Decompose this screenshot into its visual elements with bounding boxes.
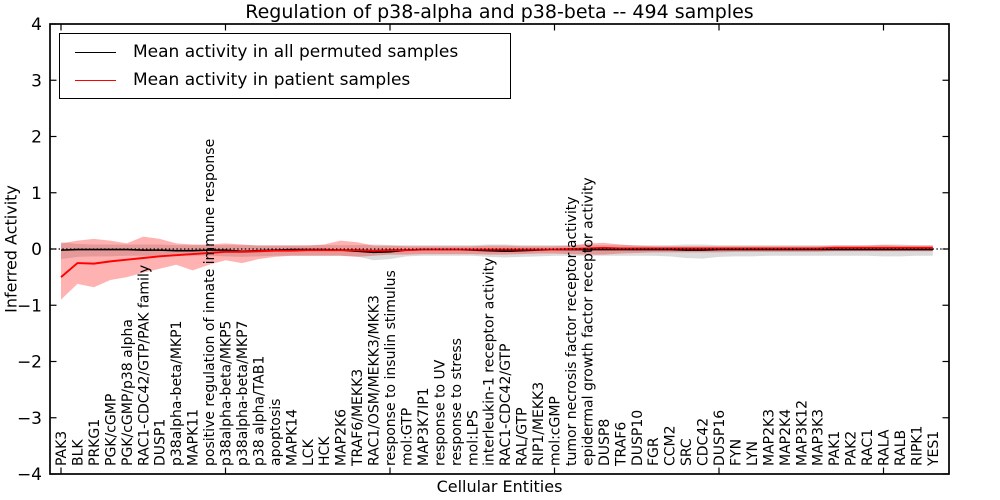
chart-title: Regulation of p38-alpha and p38-beta -- … [245, 1, 754, 23]
svg-text:−2: −2 [17, 353, 42, 373]
svg-text:CCM2: CCM2 [663, 425, 679, 466]
svg-text:PGK/cGMP: PGK/cGMP [103, 394, 119, 466]
svg-text:response to insulin stimulus: response to insulin stimulus [383, 270, 399, 466]
svg-text:LCK: LCK [301, 438, 317, 466]
svg-text:MAP3K3: MAP3K3 [811, 409, 827, 466]
svg-text:MAPK14: MAPK14 [284, 409, 300, 466]
legend-item-patient: Mean activity in patient samples [75, 70, 510, 90]
legend-item-permuted: Mean activity in all permuted samples [75, 42, 510, 62]
svg-text:p38alpha-beta/MKP7: p38alpha-beta/MKP7 [235, 321, 251, 466]
svg-text:RIP1/MEKK3: RIP1/MEKK3 [531, 382, 547, 466]
legend-line-patient-icon [75, 79, 116, 81]
svg-text:−3: −3 [17, 409, 42, 429]
svg-text:interleukin-1 receptor activit: interleukin-1 receptor activity [482, 258, 498, 466]
svg-text:−4: −4 [17, 465, 42, 485]
svg-text:MAP3K7IP1: MAP3K7IP1 [416, 387, 432, 466]
svg-text:YES1: YES1 [926, 431, 942, 467]
svg-text:TRAF6: TRAF6 [613, 422, 629, 467]
svg-text:RAC1: RAC1 [860, 429, 876, 466]
y-ticks: 4 3 2 1 0 −1 −2 −3 −4 [17, 15, 949, 485]
svg-text:FGR: FGR [646, 437, 662, 466]
legend: Mean activity in all permuted samples Me… [59, 33, 511, 99]
svg-text:PGK/cGMP/p38 alpha: PGK/cGMP/p38 alpha [120, 319, 136, 466]
legend-label-permuted: Mean activity in all permuted samples [133, 42, 459, 62]
svg-text:PAK1: PAK1 [827, 431, 843, 466]
svg-text:mol:LPS: mol:LPS [465, 410, 481, 466]
svg-text:tumor necrosis factor receptor: tumor necrosis factor receptor activity [564, 197, 580, 467]
legend-line-permuted-icon [75, 51, 116, 53]
svg-text:RAC1-CDC42/GTP: RAC1-CDC42/GTP [498, 344, 514, 466]
svg-text:TRAF6/MEKK3: TRAF6/MEKK3 [350, 369, 366, 467]
svg-text:mol:cGMP: mol:cGMP [548, 396, 564, 466]
svg-text:MAP3K12: MAP3K12 [794, 400, 810, 466]
svg-text:epidermal growth factor recept: epidermal growth factor receptor activit… [580, 177, 596, 466]
svg-text:RAC1/OSM/MEKK3/MKK3: RAC1/OSM/MEKK3/MKK3 [367, 295, 383, 466]
svg-text:MAPK11: MAPK11 [186, 409, 202, 466]
svg-text:0: 0 [31, 240, 42, 260]
svg-text:BLK: BLK [70, 439, 86, 466]
svg-text:4: 4 [31, 15, 42, 35]
svg-text:positive regulation of innate: positive regulation of innate immune res… [202, 139, 218, 466]
svg-text:HCK: HCK [317, 436, 333, 466]
svg-text:CDC42: CDC42 [696, 418, 712, 466]
svg-text:response to stress: response to stress [449, 338, 465, 466]
svg-text:p38 alpha/TAB1: p38 alpha/TAB1 [251, 356, 267, 466]
svg-text:2: 2 [31, 128, 42, 148]
svg-text:−1: −1 [17, 296, 42, 316]
svg-text:PAK2: PAK2 [844, 431, 860, 466]
svg-text:RAL/GTP: RAL/GTP [515, 407, 531, 466]
svg-text:LYN: LYN [745, 441, 761, 466]
svg-text:DUSP8: DUSP8 [597, 419, 613, 466]
svg-text:PAK3: PAK3 [54, 431, 70, 466]
svg-text:RAC1-CDC42/GTP/PAK family: RAC1-CDC42/GTP/PAK family [136, 265, 152, 466]
svg-text:SRC: SRC [679, 438, 695, 466]
patient-band [61, 236, 933, 300]
svg-text:1: 1 [31, 184, 42, 204]
svg-text:RALA: RALA [877, 429, 893, 466]
svg-text:MAP2K6: MAP2K6 [334, 409, 350, 466]
svg-text:FYN: FYN [728, 439, 744, 466]
legend-label-patient: Mean activity in patient samples [133, 70, 411, 90]
svg-text:DUSP16: DUSP16 [712, 410, 728, 466]
svg-text:p38alpha-beta/MKP5: p38alpha-beta/MKP5 [219, 321, 235, 466]
svg-text:PRKG1: PRKG1 [87, 419, 103, 466]
svg-text:response to UV: response to UV [432, 359, 448, 466]
svg-text:apoptosis: apoptosis [268, 399, 284, 466]
x-ticks [60, 24, 885, 474]
svg-text:DUSP1: DUSP1 [153, 419, 169, 466]
permuted-mean-line [60, 248, 933, 254]
x-category-labels: PAK3 BLK PRKG1 PGK/cGMP PGK/cGMP/p38 alpha RA… [54, 139, 942, 467]
svg-text:MAP2K3: MAP2K3 [761, 409, 777, 466]
svg-text:RIPK1: RIPK1 [909, 426, 925, 466]
x-axis-label: Cellular Entities [436, 477, 563, 496]
svg-text:mol:GTP: mol:GTP [399, 408, 415, 466]
svg-text:MAP2K4: MAP2K4 [778, 409, 794, 466]
svg-text:p38alpha-beta/MKP1: p38alpha-beta/MKP1 [169, 321, 185, 466]
svg-text:RALB: RALB [893, 430, 909, 466]
svg-text:DUSP10: DUSP10 [630, 410, 646, 466]
svg-text:3: 3 [31, 71, 42, 91]
